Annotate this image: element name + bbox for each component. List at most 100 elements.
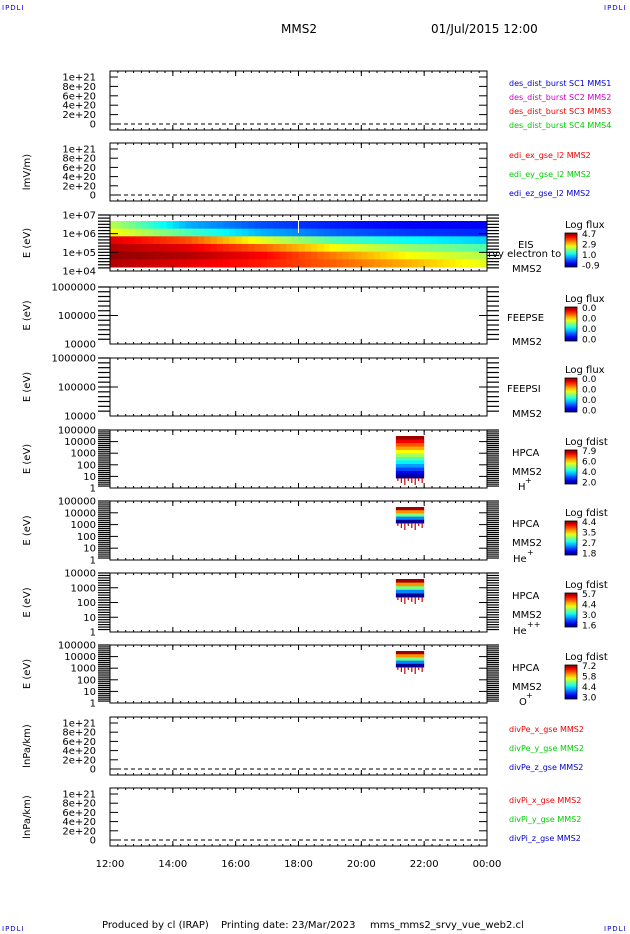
spectrogram-cell: [355, 236, 362, 245]
panel-frame: [109, 70, 488, 131]
spectrogram-cell: [141, 221, 149, 230]
spectrogram-cell: [135, 236, 142, 245]
spectrogram-cell: [342, 236, 350, 245]
colorbar-tick-label: 0.0: [582, 304, 597, 314]
spectrogram-cell: [395, 657, 425, 662]
panel-frame: [109, 357, 488, 417]
colorbar-tick-label: 4.4: [582, 600, 597, 610]
legend-entry: des_dist_burst SC1 MMS1: [509, 79, 611, 88]
spectrogram-cell: [323, 259, 331, 268]
spectrogram-cell: [135, 244, 142, 253]
spectrogram-cell: [386, 251, 394, 260]
spectrogram-cell: [191, 251, 199, 260]
spectrogram-cell: [191, 228, 199, 237]
spectrogram-cell: [361, 228, 369, 237]
spectrogram-cell: [179, 221, 186, 230]
spectrogram-cell: [110, 221, 117, 230]
spectrogram-cell: [153, 228, 161, 237]
spectrogram-cell: [241, 221, 249, 230]
y-tick-label: 8e+20: [62, 799, 96, 810]
spectrogram-cell: [141, 251, 149, 260]
colorbar: [564, 449, 578, 485]
spectrogram-cell: [395, 474, 425, 479]
y-tick-label: 2e+20: [62, 181, 96, 192]
spectrogram-cell: [254, 221, 262, 230]
spectrogram-cell: [411, 244, 419, 253]
spectrogram-cell: [395, 467, 425, 472]
spectrogram-cell: [311, 251, 318, 260]
instrument-label: MMS2: [512, 682, 542, 693]
legend-entry: divPi_z_gse MMS2: [509, 834, 581, 843]
spectrogram-cell: [455, 259, 463, 268]
spectrogram-cell: [361, 236, 369, 245]
spectrogram-cell: [216, 228, 224, 237]
spectrogram-cell: [216, 251, 224, 260]
spectrogram-cell: [267, 221, 274, 230]
spectrogram-cell: [468, 244, 475, 253]
spectrogram-cell: [223, 228, 230, 237]
y-tick-label: 100: [77, 460, 96, 471]
spectrogram-cell: [179, 259, 186, 268]
spectrogram-cell: [399, 221, 406, 230]
spectrogram-cell: [417, 259, 425, 268]
y-tick-label: 2e+20: [62, 110, 96, 121]
spectrogram-cell: [361, 244, 369, 253]
spectrogram-cell: [461, 236, 469, 245]
y-axis-label: E (eV): [22, 659, 33, 689]
legend-entry: divPi_x_gse MMS2: [509, 796, 581, 805]
spectrogram-cell: [455, 244, 463, 253]
legend-entry: edi_ey_gse_l2 MMS2: [509, 170, 591, 179]
spectrogram-cell: [172, 236, 180, 245]
spectrogram-cell: [411, 236, 419, 245]
spectrogram-cell: [141, 259, 149, 268]
legend-entry: edi_ex_gse_l2 MMS2: [509, 151, 591, 160]
instrument-label: MMS2: [512, 467, 542, 478]
colorbar-tick-label: 4.4: [582, 683, 597, 693]
spectrogram-cell: [292, 244, 299, 253]
spectrogram-cell: [380, 259, 387, 268]
spectrogram-cell: [323, 228, 331, 237]
spectrogram-cell: [348, 244, 356, 253]
spectrogram-cell: [436, 228, 444, 237]
spectrogram-cell: [405, 244, 413, 253]
y-tick-label: 1000000: [51, 354, 96, 365]
y-tick-label: 8e+20: [62, 728, 96, 739]
spectrogram-cell: [197, 259, 205, 268]
spectrogram-cell: [461, 228, 469, 237]
instrument-label: HPCA: [512, 591, 540, 602]
spectrogram-cell: [417, 221, 425, 230]
spectrogram-cell: [355, 228, 362, 237]
y-tick-label: 1e+21: [62, 145, 96, 156]
spectrogram-cell: [443, 221, 450, 230]
spectrogram-cell: [468, 236, 475, 245]
colorbar-tick-label: 4.0: [582, 468, 597, 478]
colorbar-tick-label: 3.0: [582, 611, 597, 621]
spectrogram-cell: [285, 228, 293, 237]
spectrogram-cell: [317, 221, 325, 230]
colorbar-title: Log flux: [565, 365, 605, 376]
spectrogram-cell: [380, 244, 387, 253]
spectrogram-cell: [395, 654, 425, 658]
x-tick-label: 20:00: [347, 859, 376, 870]
spectrogram-cell: [110, 236, 117, 245]
spectrogram-cell: [411, 228, 419, 237]
spectrogram-cell: [480, 228, 488, 237]
spectrogram-cell: [285, 251, 293, 260]
spectrogram-cell: [122, 244, 130, 253]
spectrogram-cell: [336, 236, 343, 245]
spectrogram-cell: [141, 228, 149, 237]
spectrogram-cell: [223, 236, 230, 245]
spectrogram-cell: [229, 236, 237, 245]
spectrogram-cell: [411, 259, 419, 268]
colorbar: [564, 664, 578, 700]
spectrogram-cell: [229, 244, 237, 253]
spectrogram-cell: [273, 259, 281, 268]
spectrogram-cell: [267, 236, 274, 245]
colorbar-tick-label: 2.9: [582, 240, 597, 250]
y-tick-label: 10: [83, 613, 96, 624]
spectrogram-cell: [395, 516, 425, 521]
spectrogram-cell: [141, 244, 149, 253]
spectrogram-cell: [304, 228, 312, 237]
